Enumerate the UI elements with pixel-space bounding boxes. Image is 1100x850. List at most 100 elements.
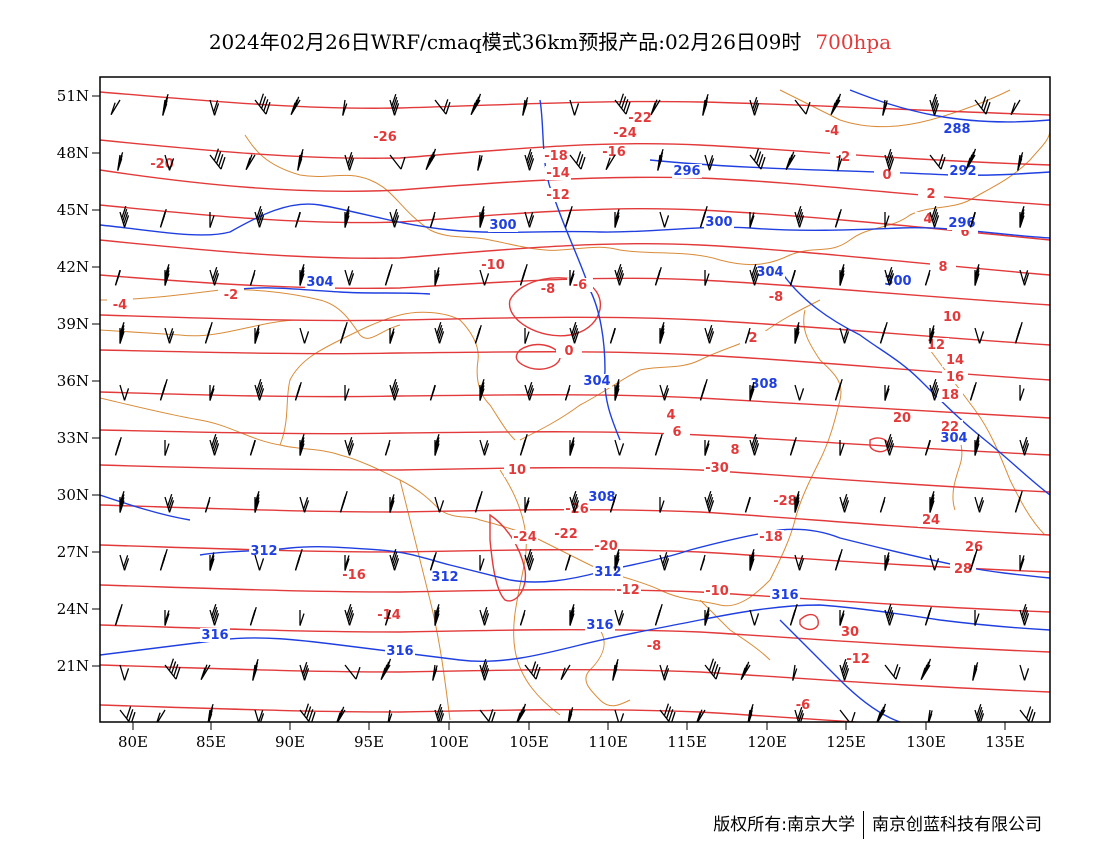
wind-barb — [839, 264, 845, 286]
svg-text:304: 304 — [756, 265, 783, 280]
temperature-label: 24 — [918, 513, 944, 528]
wind-barb — [156, 709, 166, 722]
temperature-label: -22 — [627, 111, 653, 126]
temperature-label: 14 — [942, 353, 968, 368]
lat-tick-label: 36N — [57, 372, 89, 390]
wind-barb — [389, 154, 406, 170]
wind-barb — [884, 433, 895, 456]
wind-barb — [920, 658, 932, 680]
wind-barb — [747, 704, 754, 722]
lat-tick-label: 39N — [57, 315, 89, 333]
geopotential-label: 304 — [305, 275, 335, 290]
geopotential-label: 308 — [749, 377, 779, 392]
svg-text:-26: -26 — [373, 130, 397, 145]
wind-barb — [339, 321, 348, 344]
wind-barb — [344, 664, 361, 680]
wind-barb — [110, 99, 121, 115]
wind-barb — [884, 148, 895, 171]
svg-text:-6: -6 — [796, 698, 810, 713]
wind-barb — [159, 378, 168, 401]
temperature-label: 12 — [923, 338, 949, 353]
wind-barb — [119, 205, 130, 228]
wind-barb — [929, 205, 940, 228]
wind-barb — [159, 548, 168, 571]
wind-barb — [699, 378, 708, 401]
wind-barb — [744, 496, 752, 513]
svg-text:308: 308 — [750, 377, 777, 392]
temperature-label: -10 — [704, 584, 730, 599]
wind-barb — [209, 99, 220, 116]
wind-barb — [119, 664, 130, 681]
wind-barb — [434, 496, 445, 513]
longitude-axis: 80E 85E 90E 95E 100E 105E 110E 115E 120E 125E 130E… — [118, 722, 1025, 751]
wind-barb — [1019, 269, 1030, 286]
wind-barb — [254, 709, 265, 722]
wind-barb — [204, 496, 211, 513]
geopotential-label: 292 — [948, 164, 978, 179]
wind-barb — [785, 151, 796, 170]
wind-barb — [929, 378, 940, 401]
wind-barb — [876, 703, 887, 722]
wind-barb — [837, 154, 843, 171]
wind-barb — [479, 269, 490, 286]
temperature-label: -30 — [704, 461, 730, 476]
geopotential-label: 304 — [939, 431, 969, 446]
temperature-label: 0 — [556, 344, 582, 359]
wind-barb — [434, 267, 440, 286]
svg-text:6: 6 — [960, 225, 969, 240]
wind-barb — [344, 555, 350, 571]
wind-barb — [389, 378, 400, 401]
svg-text:-18: -18 — [544, 149, 568, 164]
wind-barb — [254, 554, 265, 571]
wind-barb — [614, 549, 620, 571]
wind-barb — [789, 603, 798, 626]
temperature-label: 4 — [658, 408, 684, 423]
wind-barb — [207, 704, 214, 722]
temperature-label: 0 — [874, 168, 900, 183]
wind-barb — [117, 152, 124, 171]
wind-barb — [699, 554, 706, 571]
temperature-label: 20 — [889, 411, 915, 426]
wind-barb — [614, 263, 625, 286]
wind-barb — [794, 491, 800, 513]
wind-barb — [389, 548, 400, 571]
wind-barb — [564, 554, 572, 571]
wind-barb — [389, 494, 395, 513]
wind-barb — [119, 384, 130, 401]
wind-barb — [704, 490, 715, 513]
svg-text:-16: -16 — [342, 568, 366, 583]
temperature-label: 28 — [950, 562, 976, 577]
map-frame — [99, 76, 1051, 723]
svg-text:288: 288 — [943, 122, 970, 137]
wind-barb — [434, 321, 445, 344]
wind-barb — [659, 384, 670, 401]
wind-barb — [522, 97, 529, 116]
svg-text:0: 0 — [882, 168, 891, 183]
svg-text:8: 8 — [938, 260, 947, 275]
wind-barb — [749, 263, 760, 286]
temperature-label: -8 — [763, 290, 789, 305]
wind-barb — [299, 434, 305, 456]
wind-barb — [654, 433, 663, 456]
svg-text:-2: -2 — [836, 150, 850, 165]
svg-text:308: 308 — [588, 490, 615, 505]
wind-barb — [342, 99, 348, 116]
wind-barb — [164, 610, 170, 626]
wind-barb — [119, 322, 125, 344]
wind-barb — [479, 555, 485, 571]
wind-barb — [609, 494, 617, 513]
wind-barb — [389, 209, 400, 228]
title-main: 2024年02月26日WRF/cmaq模式36km预报产品:02月26日09时 — [208, 30, 802, 54]
wind-barb — [659, 497, 665, 513]
svg-text:316: 316 — [386, 644, 413, 659]
wind-barbs — [110, 93, 1036, 722]
wind-barb — [1019, 603, 1030, 626]
wind-barb — [659, 703, 676, 722]
svg-text:20: 20 — [893, 411, 911, 426]
svg-text:2: 2 — [748, 331, 757, 346]
wind-barb — [119, 554, 130, 571]
wind-barb — [569, 437, 575, 456]
temperature-label: -20 — [593, 539, 619, 554]
temperature-label: 16 — [942, 370, 968, 385]
wind-barb — [164, 154, 175, 171]
